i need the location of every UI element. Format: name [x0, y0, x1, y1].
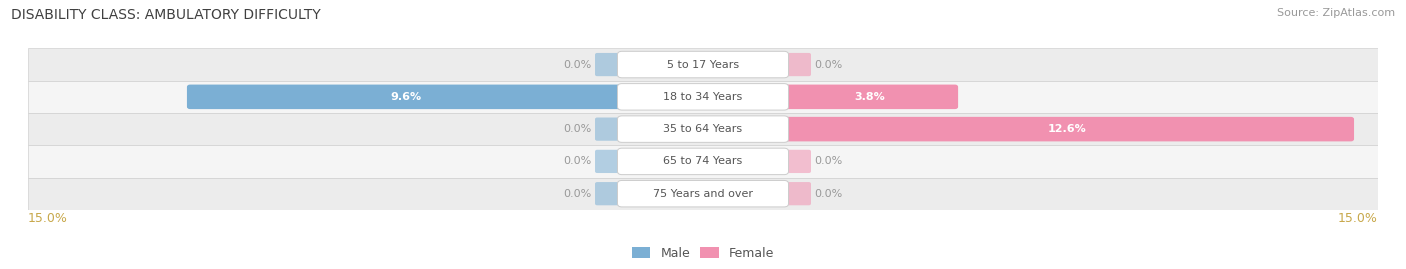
Legend: Male, Female: Male, Female [627, 242, 779, 265]
FancyBboxPatch shape [617, 180, 789, 207]
Text: Source: ZipAtlas.com: Source: ZipAtlas.com [1277, 8, 1395, 18]
Text: 0.0%: 0.0% [814, 59, 842, 70]
Bar [28, 178, 1378, 210]
Text: 0.0%: 0.0% [814, 189, 842, 199]
FancyBboxPatch shape [782, 150, 811, 173]
FancyBboxPatch shape [595, 118, 624, 141]
Text: 9.6%: 9.6% [391, 92, 422, 102]
Text: DISABILITY CLASS: AMBULATORY DIFFICULTY: DISABILITY CLASS: AMBULATORY DIFFICULTY [11, 8, 321, 22]
FancyBboxPatch shape [617, 148, 789, 175]
Bar [28, 48, 1378, 81]
Text: 0.0%: 0.0% [564, 189, 592, 199]
Text: 35 to 64 Years: 35 to 64 Years [664, 124, 742, 134]
Text: 0.0%: 0.0% [814, 156, 842, 167]
FancyBboxPatch shape [595, 150, 624, 173]
Text: 75 Years and over: 75 Years and over [652, 189, 754, 199]
Text: 0.0%: 0.0% [564, 124, 592, 134]
Text: 0.0%: 0.0% [564, 59, 592, 70]
Text: 3.8%: 3.8% [853, 92, 884, 102]
Text: 0.0%: 0.0% [564, 156, 592, 167]
FancyBboxPatch shape [780, 117, 1354, 141]
FancyBboxPatch shape [187, 84, 626, 109]
Bar [28, 145, 1378, 178]
FancyBboxPatch shape [595, 53, 624, 76]
FancyBboxPatch shape [617, 84, 789, 110]
Bar [28, 113, 1378, 145]
Text: 5 to 17 Years: 5 to 17 Years [666, 59, 740, 70]
FancyBboxPatch shape [782, 53, 811, 76]
FancyBboxPatch shape [617, 116, 789, 142]
Text: 15.0%: 15.0% [1339, 213, 1378, 225]
Text: 18 to 34 Years: 18 to 34 Years [664, 92, 742, 102]
FancyBboxPatch shape [780, 84, 957, 109]
Text: 15.0%: 15.0% [28, 213, 67, 225]
FancyBboxPatch shape [617, 51, 789, 78]
FancyBboxPatch shape [595, 182, 624, 205]
Text: 65 to 74 Years: 65 to 74 Years [664, 156, 742, 167]
Text: 12.6%: 12.6% [1047, 124, 1087, 134]
FancyBboxPatch shape [782, 182, 811, 205]
Bar [28, 81, 1378, 113]
